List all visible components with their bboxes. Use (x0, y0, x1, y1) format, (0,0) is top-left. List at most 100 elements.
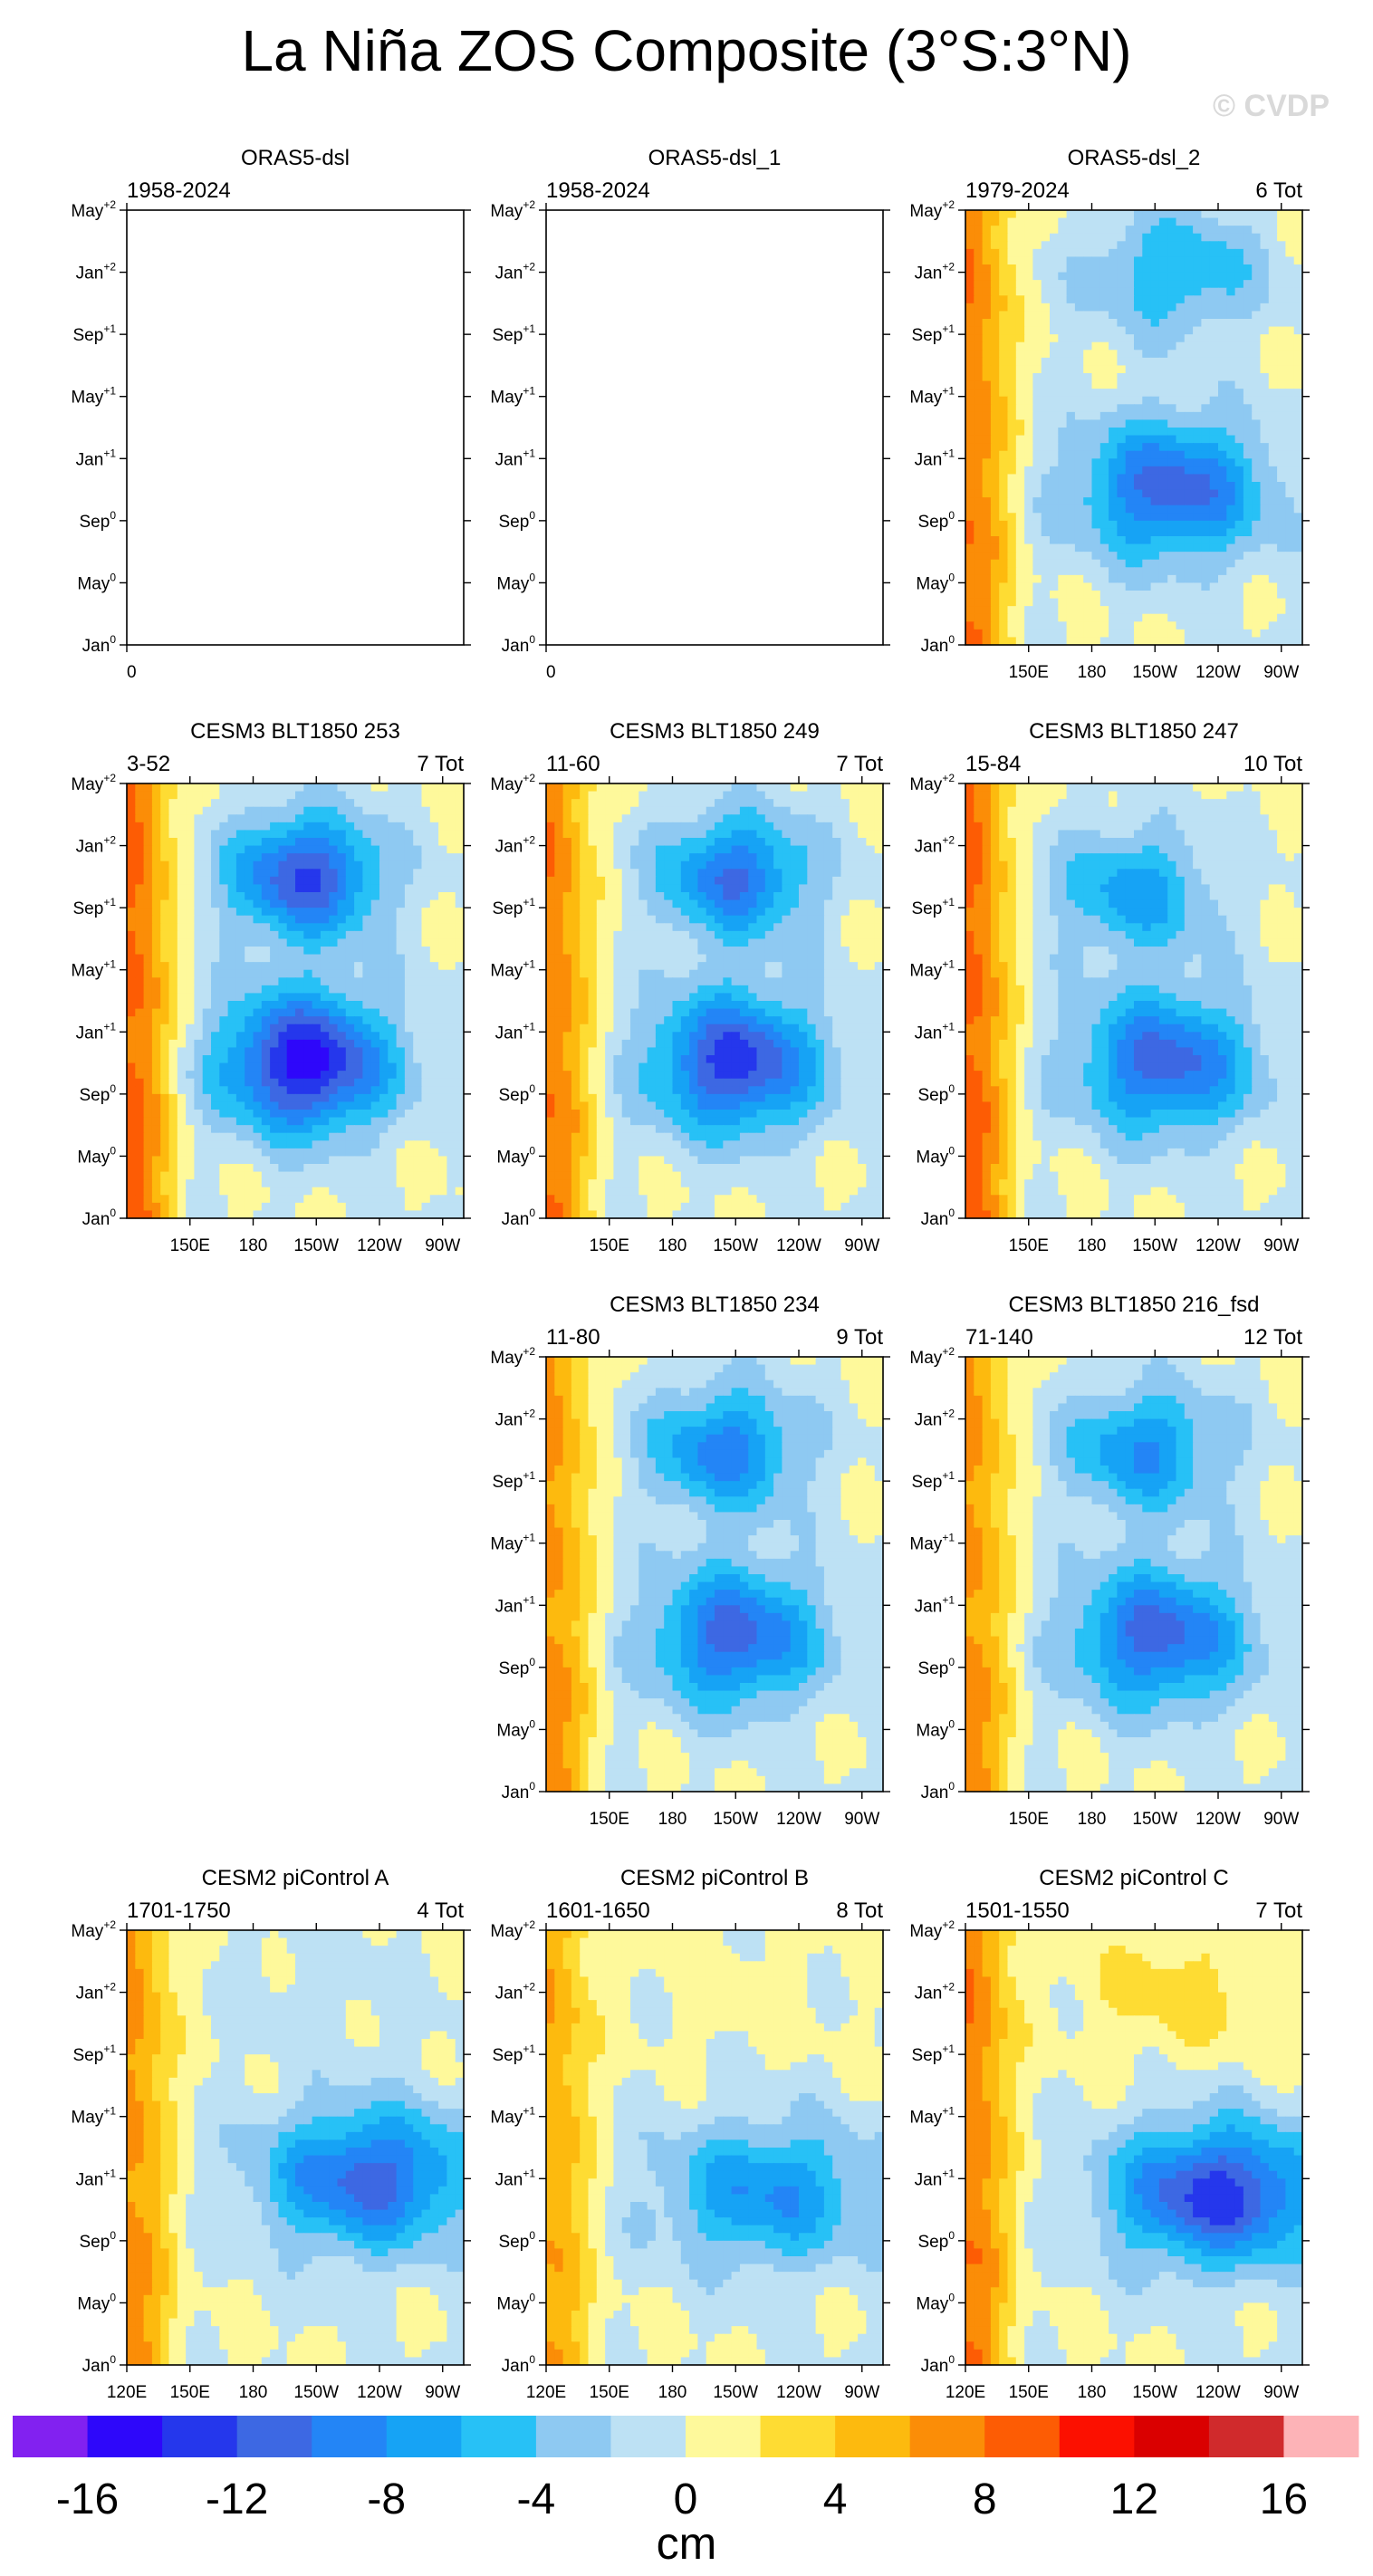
heatmap-cell (211, 1101, 220, 1110)
heatmap-cell (1201, 319, 1210, 327)
heatmap-cell (723, 792, 732, 800)
heatmap-cell (1058, 311, 1067, 319)
heatmap-cell (245, 1187, 254, 1196)
heatmap-cell (1092, 458, 1101, 466)
heatmap-cell (1269, 327, 1278, 335)
heatmap-cell (1167, 226, 1176, 234)
heatmap-cell (571, 822, 581, 831)
heatmap-cell (371, 783, 380, 792)
heatmap-cell (1159, 241, 1168, 249)
heatmap-cell (1201, 436, 1210, 444)
heatmap-cell (219, 1047, 228, 1055)
heatmap-cell (1050, 621, 1059, 630)
heatmap-cell (1117, 614, 1126, 622)
heatmap-cell (1193, 226, 1202, 234)
heatmap-cell (1075, 458, 1084, 466)
heatmap-cell (715, 822, 724, 831)
heatmap-cell (974, 436, 983, 444)
heatmap-cell (1032, 513, 1042, 521)
heatmap-cell (1176, 210, 1186, 218)
heatmap-cell (983, 606, 992, 614)
heatmap-cell (1126, 552, 1135, 560)
heatmap-cell (1092, 419, 1101, 428)
heatmap-cell (1109, 389, 1118, 397)
heatmap-cell (1185, 560, 1194, 568)
heatmap-cell (1185, 621, 1194, 630)
heatmap-cell (791, 783, 800, 792)
heatmap-cell (295, 955, 304, 963)
heatmap-cell (430, 814, 439, 822)
heatmap-cell (1261, 428, 1270, 436)
heatmap-cell (329, 792, 338, 800)
heatmap-cell (1277, 505, 1286, 514)
heatmap-cell (1151, 264, 1160, 273)
heatmap-cell (1142, 280, 1151, 288)
heatmap-cell (186, 938, 195, 947)
heatmap-cell (1210, 218, 1219, 226)
heatmap-cell (1285, 226, 1294, 234)
heatmap-cell (1151, 241, 1160, 249)
heatmap-cell (1252, 560, 1261, 568)
heatmap-cell (371, 1156, 380, 1164)
heatmap-cell (287, 861, 296, 870)
heatmap-cell (1126, 513, 1135, 521)
heatmap-cell (965, 428, 975, 436)
heatmap-cell (1243, 606, 1253, 614)
heatmap-cell (1226, 342, 1235, 351)
heatmap-cell (397, 1195, 406, 1203)
heatmap-cell (379, 1024, 389, 1033)
heatmap-cell (1024, 397, 1033, 405)
heatmap-cell (422, 1118, 431, 1126)
heatmap-cell (1092, 505, 1101, 514)
heatmap-cell (405, 1071, 414, 1079)
heatmap-cell (1201, 365, 1210, 373)
heatmap-cell (974, 327, 983, 335)
heatmap-cell (228, 1071, 237, 1079)
heatmap-cell (422, 884, 431, 892)
heatmap-cell (422, 977, 431, 985)
heatmap-cell (1050, 474, 1059, 482)
heatmap-cell (1142, 256, 1151, 264)
heatmap-cell (983, 210, 992, 218)
heatmap-cell (362, 1156, 371, 1164)
heatmap-cell (1210, 381, 1219, 389)
heatmap-cell (1235, 404, 1244, 412)
heatmap-cell (287, 1133, 296, 1141)
heatmap-cell (346, 1040, 355, 1048)
heatmap-cell (1083, 428, 1092, 436)
heatmap-cell (203, 1118, 212, 1126)
heatmap-cell (422, 807, 431, 815)
heatmap-cell (1277, 358, 1286, 366)
heatmap-cell (405, 900, 414, 908)
heatmap-cell (413, 1071, 422, 1079)
heatmap-cell (371, 931, 380, 939)
heatmap-cell (287, 938, 296, 947)
heatmap-cell (1067, 490, 1076, 498)
heatmap-cell (1058, 599, 1067, 607)
heatmap-cell (422, 1101, 431, 1110)
heatmap-cell (236, 861, 245, 870)
heatmap-cell (254, 1063, 263, 1072)
heatmap-cell (236, 1156, 245, 1164)
heatmap-cell (228, 1203, 237, 1211)
heatmap-cell (1151, 389, 1160, 397)
heatmap-cell (144, 955, 153, 963)
heatmap-cell (211, 993, 220, 1001)
heatmap-cell (321, 1140, 330, 1149)
heatmap-cell (144, 1187, 153, 1196)
heatmap-cell (589, 792, 598, 800)
heatmap-cell (1261, 497, 1270, 505)
heatmap-cell (1032, 389, 1042, 397)
heatmap-cell (965, 381, 975, 389)
heatmap-cell (287, 970, 296, 978)
heatmap-cell (362, 1063, 371, 1072)
heatmap-cell (446, 838, 456, 846)
heatmap-cell (1075, 521, 1084, 529)
heatmap-cell (287, 1055, 296, 1063)
heatmap-cell (991, 591, 1000, 599)
heatmap-cell (1117, 513, 1126, 521)
heatmap-cell (1058, 295, 1067, 303)
heatmap-cell (638, 807, 648, 815)
heatmap-cell (1294, 295, 1303, 303)
heatmap-cell (186, 792, 195, 800)
